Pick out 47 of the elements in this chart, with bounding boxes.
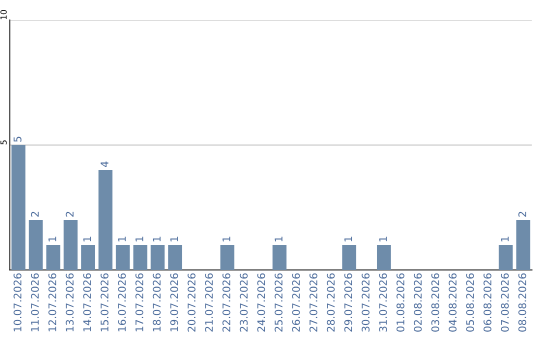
data-label: 1 bbox=[48, 236, 56, 242]
x-tick-label: 25.07.2026 bbox=[274, 273, 283, 332]
x-tick-label: 27.07.2026 bbox=[309, 273, 318, 332]
x-tick-label: 30.07.2026 bbox=[362, 273, 370, 332]
data-label: 1 bbox=[83, 236, 91, 242]
data-label: 2 bbox=[518, 212, 526, 217]
x-tick-label: 05.08.2026 bbox=[466, 273, 474, 332]
x-tick-label: 01.08.2026 bbox=[396, 273, 404, 332]
x-tick-label: 29.07.2026 bbox=[344, 273, 352, 332]
x-tick-label: 22.07.2026 bbox=[222, 273, 230, 332]
x-tick-label: 02.08.2026 bbox=[414, 273, 422, 332]
data-label: 1 bbox=[118, 236, 126, 242]
x-tick-label: 07.08.2026 bbox=[500, 273, 509, 332]
x-tick-label: 19.07.2026 bbox=[170, 273, 178, 332]
x-tick-label: 03.08.2026 bbox=[431, 273, 440, 332]
data-label: 1 bbox=[274, 236, 282, 242]
x-tick-label: 21.07.2026 bbox=[205, 273, 213, 332]
data-label: 1 bbox=[152, 236, 161, 242]
x-tick-label: 26.07.2026 bbox=[292, 273, 300, 332]
x-tick-label: 12.07.2026 bbox=[48, 273, 56, 332]
data-label: 5 bbox=[14, 136, 22, 142]
x-tick-label: 31.07.2026 bbox=[379, 273, 387, 332]
x-tick-label: 13.07.2026 bbox=[66, 273, 74, 332]
x-tick-label: 20.07.2026 bbox=[188, 273, 196, 332]
x-tick-label: 10.07.2026 bbox=[14, 273, 22, 332]
data-label: 1 bbox=[170, 236, 178, 242]
x-tick-label: 11.07.2026 bbox=[30, 273, 39, 332]
data-label: 2 bbox=[66, 212, 74, 217]
data-label: 2 bbox=[30, 212, 39, 217]
x-tick-label: 06.08.2026 bbox=[484, 273, 492, 332]
x-tick-label: 16.07.2026 bbox=[118, 273, 126, 332]
x-tick-label: 04.08.2026 bbox=[448, 273, 457, 332]
data-label: 1 bbox=[222, 236, 230, 242]
x-tick-label: 28.07.2026 bbox=[326, 273, 335, 332]
x-tick-label: 17.07.2026 bbox=[135, 273, 144, 332]
x-tick-label: 14.07.2026 bbox=[83, 273, 92, 332]
data-label: 1 bbox=[344, 236, 352, 242]
data-label: 1 bbox=[379, 236, 387, 242]
data-label: 4 bbox=[100, 161, 108, 167]
x-tick-label: 15.07.2026 bbox=[100, 273, 108, 332]
x-tick-label: 08.08.2026 bbox=[518, 273, 526, 332]
data-label: 1 bbox=[501, 236, 509, 242]
x-tick-label: 24.07.2026 bbox=[257, 273, 266, 332]
data-label: 1 bbox=[136, 236, 144, 242]
x-tick-label: 23.07.2026 bbox=[240, 273, 248, 332]
y-tick-label: 10 bbox=[0, 10, 7, 20]
x-tick-label: 18.07.2026 bbox=[152, 273, 161, 332]
